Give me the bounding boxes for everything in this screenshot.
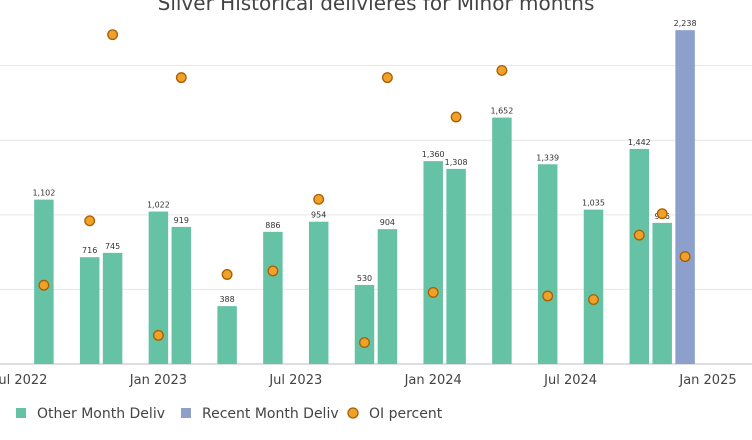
oi-point [450, 111, 462, 123]
bar [652, 222, 672, 364]
oi-point [152, 329, 164, 341]
bar-value-label: 530 [357, 274, 372, 283]
bar-value-label: 1,308 [445, 158, 468, 167]
bar [629, 148, 650, 364]
legend-label: Other Month Deliv [37, 406, 165, 422]
bar [263, 231, 283, 364]
bar [308, 221, 329, 364]
bar [675, 30, 695, 364]
bar-value-label: 745 [105, 242, 120, 251]
bar [377, 229, 398, 364]
x-tick-label: Jul 2022 [0, 373, 47, 388]
bar [423, 161, 443, 364]
bar [171, 226, 192, 364]
bar [102, 252, 123, 364]
bar [217, 306, 237, 364]
chart-title: Silver Historical delivieres for Minor m… [157, 0, 595, 15]
legend-label: OI percent [369, 406, 443, 422]
bar-value-label: 1,102 [32, 189, 55, 198]
bar [537, 164, 558, 364]
x-tick-label: Jan 2024 [404, 373, 462, 388]
bar-value-label: 904 [380, 218, 395, 227]
bar-value-label: 1,442 [628, 138, 651, 147]
bar [354, 284, 375, 364]
bar-value-label: 1,652 [490, 107, 513, 116]
bar [446, 168, 466, 364]
bar-value-label: 919 [174, 216, 189, 225]
oi-point [588, 294, 599, 306]
x-tick-label: Jan 2023 [129, 373, 187, 388]
bar-value-label: 388 [219, 295, 234, 304]
oi-point [679, 251, 691, 263]
bar [79, 257, 100, 364]
bar-value-label: 2,238 [674, 19, 697, 28]
oi-point [633, 229, 645, 241]
oi-point [107, 29, 119, 41]
legend-label: Recent Month Deliv [202, 406, 339, 422]
oi-point [175, 72, 187, 84]
legend-swatch [16, 408, 26, 418]
bar-value-label: 1,022 [147, 201, 170, 210]
bar-value-label: 716 [82, 246, 97, 255]
bar [148, 211, 169, 364]
x-tick-label: Jan 2025 [678, 373, 736, 388]
oi-point [656, 208, 668, 220]
bar-value-label: 1,339 [536, 153, 559, 162]
oi-point [359, 337, 370, 348]
legend-swatch [181, 408, 191, 418]
oi-point [38, 279, 50, 291]
bar-value-label: 954 [311, 211, 326, 220]
oi-point [381, 72, 393, 84]
x-tick-label: Jul 2024 [543, 373, 597, 388]
oi-point [84, 215, 96, 227]
oi-point [427, 286, 439, 298]
x-tick-label: Jul 2023 [268, 373, 322, 388]
oi-point [313, 193, 325, 205]
bar-value-label: 1,035 [582, 199, 605, 208]
oi-point [267, 265, 279, 277]
bar-value-label: 1,360 [422, 150, 445, 159]
bar [492, 117, 512, 365]
bar [583, 209, 604, 364]
oi-point [496, 64, 508, 76]
bar-value-label: 886 [265, 221, 280, 230]
oi-point [221, 269, 233, 280]
legend-marker [347, 407, 359, 419]
oi-point [542, 290, 554, 302]
